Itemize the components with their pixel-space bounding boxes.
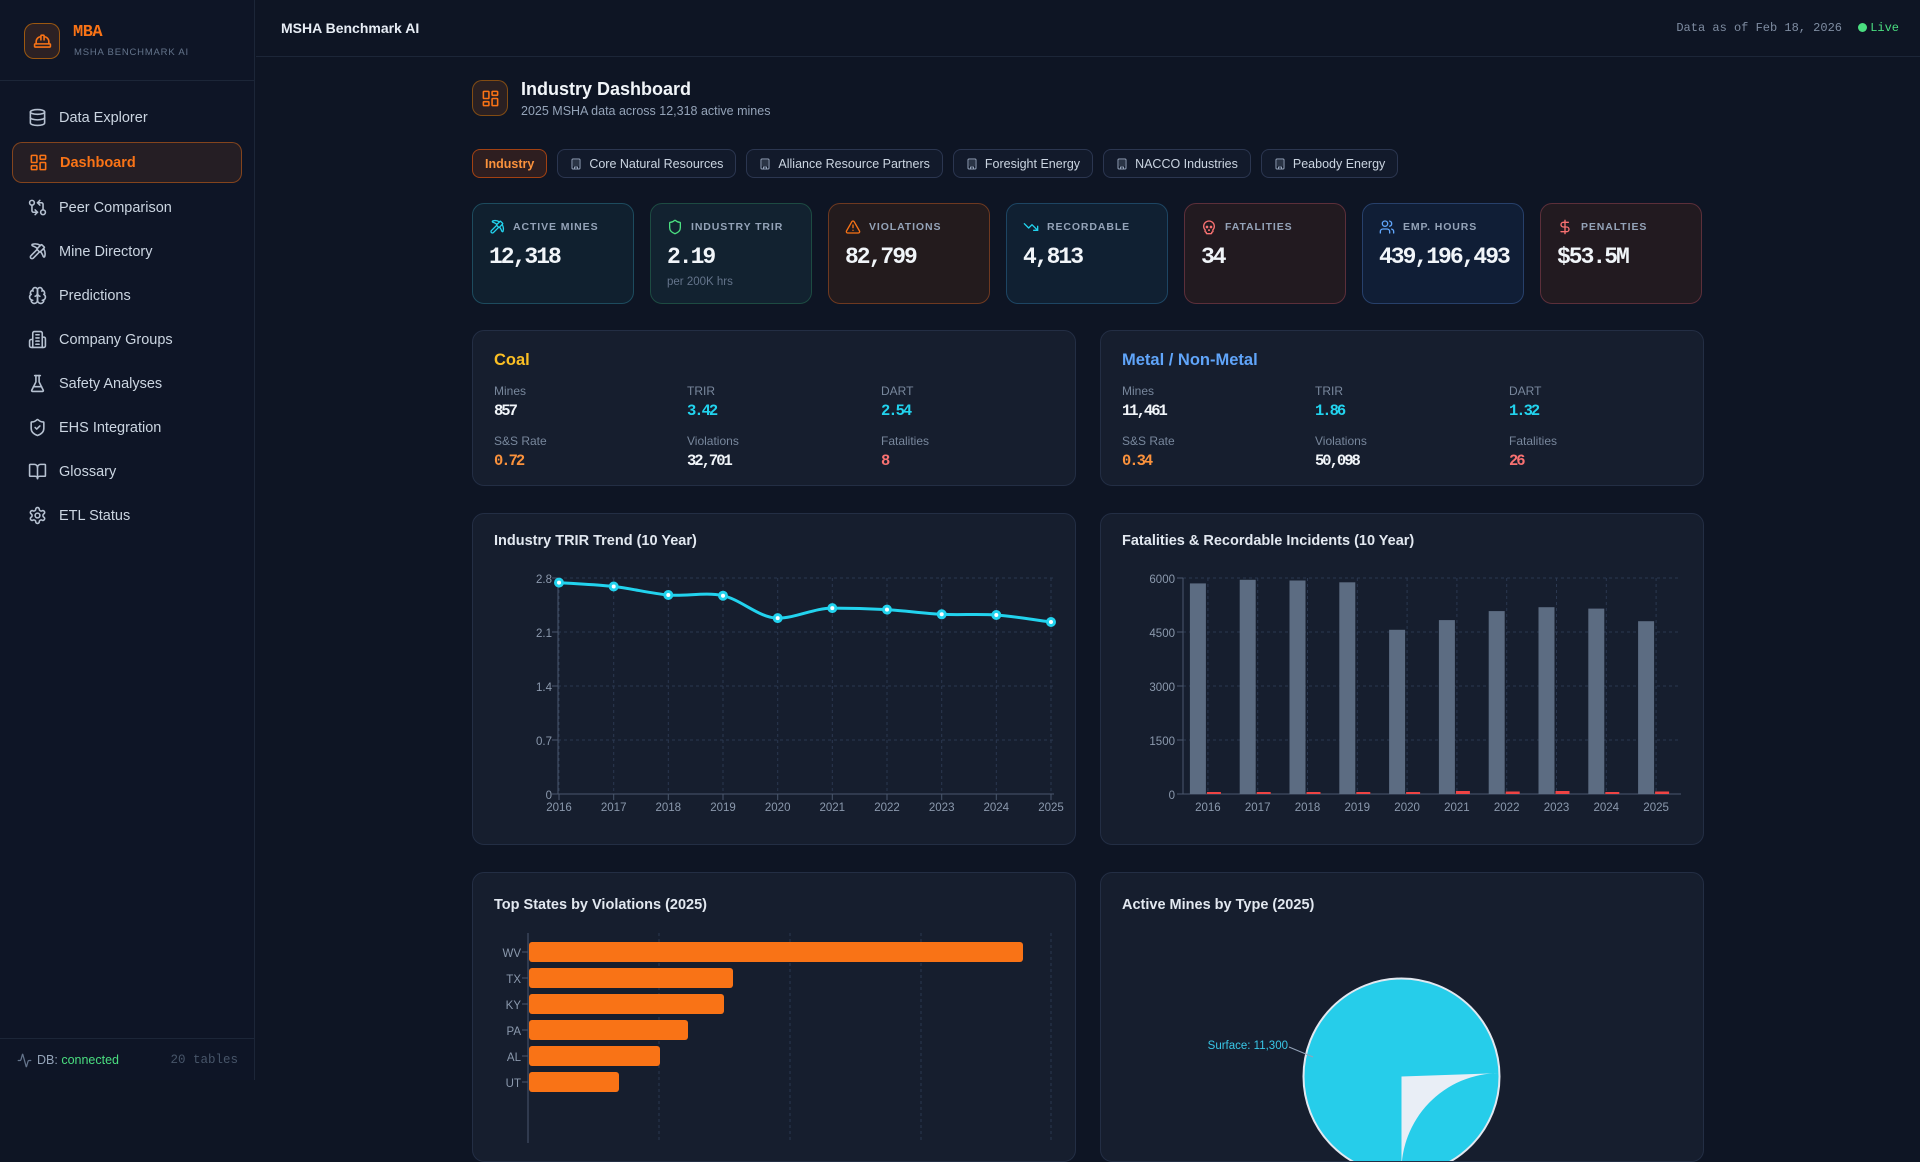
svg-text:2024: 2024 [984,802,1010,814]
svg-text:2024: 2024 [1594,802,1620,814]
svg-text:WV: WV [502,948,521,960]
svg-text:KY: KY [506,1000,522,1012]
svg-text:2025: 2025 [1643,802,1669,814]
svg-text:0: 0 [1169,790,1175,802]
svg-text:2023: 2023 [1544,802,1570,814]
svg-text:6000: 6000 [1149,574,1175,586]
svg-text:2025: 2025 [1038,802,1064,814]
svg-text:2016: 2016 [546,802,572,814]
svg-text:1500: 1500 [1149,736,1175,748]
svg-text:2022: 2022 [874,802,900,814]
svg-text:0: 0 [546,790,552,802]
svg-text:2022: 2022 [1494,802,1520,814]
svg-text:2017: 2017 [1245,802,1271,814]
svg-text:AL: AL [507,1052,522,1064]
svg-text:2018: 2018 [1295,802,1321,814]
svg-text:2019: 2019 [710,802,736,814]
svg-text:2018: 2018 [656,802,682,814]
svg-text:0.7: 0.7 [536,736,552,748]
svg-text:2.1: 2.1 [536,628,552,640]
svg-text:1.4: 1.4 [536,682,553,694]
svg-text:2023: 2023 [929,802,955,814]
svg-text:Surface: 11,300: Surface: 11,300 [1208,1040,1288,1052]
svg-text:2016: 2016 [1195,802,1221,814]
svg-text:2019: 2019 [1345,802,1371,814]
svg-text:2020: 2020 [1394,802,1420,814]
svg-text:3000: 3000 [1149,682,1175,694]
svg-text:TX: TX [506,974,521,986]
svg-text:2020: 2020 [765,802,791,814]
svg-text:PA: PA [507,1026,522,1038]
svg-text:2021: 2021 [1444,802,1470,814]
svg-text:2017: 2017 [601,802,627,814]
svg-text:2.8: 2.8 [536,574,552,586]
svg-text:2021: 2021 [820,802,846,814]
svg-text:4500: 4500 [1149,628,1175,640]
